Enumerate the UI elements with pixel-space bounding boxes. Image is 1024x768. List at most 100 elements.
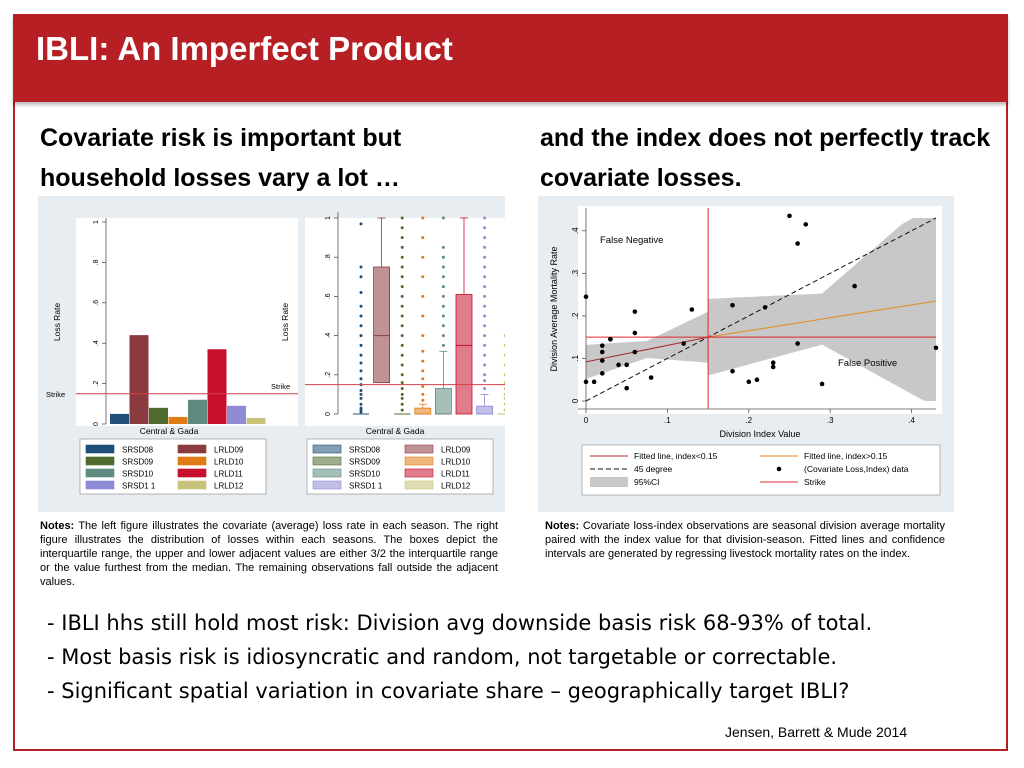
box-outlier-srsd10 [441, 285, 445, 289]
bar-legend-label: LRLD10 [214, 458, 244, 467]
box-outlier-srsd09 [400, 255, 404, 259]
bar-y-tick-label: .8 [93, 259, 100, 265]
box-strike-label: Strike [271, 382, 290, 391]
scatter-point [762, 305, 768, 310]
box-outlier-lrld10 [421, 334, 425, 338]
box-outlier-srsd09 [400, 294, 404, 298]
scatter-point [599, 349, 605, 355]
box-outlier-srsd09 [400, 392, 404, 396]
left-chart-panel: 0 .2 .4 .6 .8 1 0 .2 .4 .6 .8 1 Central & Gada Cen… [38, 196, 514, 512]
box-outlier-srsd08 [359, 392, 363, 396]
box-outlier-srsd10 [441, 265, 445, 269]
box-outlier-srsd09 [400, 245, 404, 249]
box-outlier-lrld10 [421, 216, 425, 220]
box-outlier-srsd09 [400, 353, 404, 357]
box-outlier-srsd11 [483, 304, 487, 308]
bar-strike-label: Strike [46, 390, 65, 399]
bar-legend-swatch [85, 480, 115, 490]
box-outlier-srsd11 [483, 373, 487, 377]
bar-srsd10 [188, 399, 207, 424]
scatter-point [599, 371, 605, 376]
scatter-point [599, 343, 605, 348]
right-heading: and the index does not perfectly track c… [540, 124, 991, 192]
right-notes: Notes: Covariate loss-index observations… [545, 519, 945, 561]
box-lrld10 [414, 407, 432, 415]
scatter-y-tick-label: .1 [571, 355, 580, 362]
scatter-point [746, 379, 752, 385]
box-legend-label: SRSD10 [349, 470, 381, 479]
box-outlier-srsd09 [400, 381, 404, 385]
bullet-item: - Significant spatial variation in covar… [47, 679, 850, 703]
box-outlier-srsd11 [483, 324, 487, 328]
scatter-y-tick-label: .4 [571, 227, 580, 234]
box-outlier-srsd10 [441, 314, 445, 318]
box-legend-swatch [404, 456, 434, 466]
box-outlier-srsd08 [359, 304, 363, 308]
bar-legend-label: LRLD09 [214, 446, 244, 455]
citation: Jensen, Barrett & Mude 2014 [725, 724, 908, 740]
box-legend-label: LRLD10 [441, 458, 471, 467]
scatter-y-tick-label: 0 [571, 398, 580, 403]
box-legend-label: SRSD09 [349, 458, 381, 467]
fit-45-degree-line [585, 217, 937, 402]
box-outlier-srsd09 [400, 396, 404, 400]
box-y-tick-label: 1 [325, 216, 332, 220]
scatter-svg: 0 .1 .2 .3 .4 0 .1 .2 .3 .4 False Negative False … [549, 206, 942, 496]
box-outlier-srsd08 [359, 290, 363, 294]
bar-ylabel: Loss Rate [52, 303, 62, 342]
box-outlier-lrld10 [421, 377, 425, 381]
bar-legend-swatch [177, 444, 207, 454]
bar-legend-label: SRSD1 1 [122, 482, 156, 491]
legend-label: 45 degree [634, 464, 673, 474]
box-legend-swatch [312, 468, 342, 478]
box-outlier-srsd09 [400, 236, 404, 240]
left-notes-label: Notes: [40, 520, 75, 532]
scatter-point [608, 336, 613, 342]
title-bar [13, 14, 1008, 102]
box-outlier-srsd09 [400, 216, 404, 220]
box-outlier-srsd08 [359, 222, 363, 226]
scatter-point [770, 360, 776, 365]
box-outlier-srsd08 [359, 361, 363, 365]
bar-legend-swatch [177, 480, 207, 490]
box-outlier-lrld10 [421, 349, 425, 353]
box-outlier-srsd11 [483, 379, 487, 383]
legend-ci-swatch [590, 477, 628, 487]
box-outlier-srsd08 [359, 324, 363, 328]
bar-plot-area [76, 218, 298, 426]
scatter-point [852, 283, 857, 289]
box-outlier-srsd11 [483, 265, 487, 269]
box-srsd11 [476, 405, 494, 415]
scatter-point [795, 341, 800, 346]
left-notes: Notes: The left figure illustrates the c… [40, 519, 498, 589]
scatter-x-tick-label: .1 [664, 416, 671, 425]
left-charts-svg: 0 .2 .4 .6 .8 1 0 .2 .4 .6 .8 1 Central & Gada Cen… [46, 212, 514, 495]
box-outlier-srsd11 [483, 226, 487, 230]
scatter-ylabel: Division Average Mortality Rate [549, 247, 559, 372]
box-outlier-srsd11 [483, 314, 487, 318]
box-outlier-srsd10 [441, 343, 445, 347]
scatter-point [730, 302, 735, 308]
scatter-y-tick-label: .2 [571, 312, 580, 319]
box-outlier-srsd11 [483, 363, 487, 367]
bar-legend-label: LRLD12 [214, 482, 244, 491]
bar-srsd11 [227, 405, 246, 424]
box-outlier-lrld10 [421, 392, 425, 396]
box-outlier-srsd09 [400, 373, 404, 377]
box-outlier-srsd10 [441, 245, 445, 249]
box-outlier-srsd08 [359, 265, 363, 269]
bar-srsd09 [149, 407, 168, 424]
bar-y-tick-label: 0 [93, 422, 100, 426]
bar-legend-label: SRSD08 [122, 446, 154, 455]
box-lrld11 [455, 294, 473, 415]
box-outlier-srsd09 [400, 314, 404, 318]
legend-label: Fitted line, index>0.15 [804, 451, 888, 461]
legend-label: Strike [804, 477, 826, 487]
bar-legend-swatch [85, 468, 115, 478]
right-notes-text: Covariate loss-index observations are se… [545, 520, 945, 560]
scatter-point [819, 381, 825, 387]
box-outlier-srsd10 [441, 294, 445, 298]
box-ylabel: Loss Rate [280, 303, 290, 342]
scatter-point [591, 379, 597, 385]
box-outlier-srsd10 [441, 324, 445, 328]
